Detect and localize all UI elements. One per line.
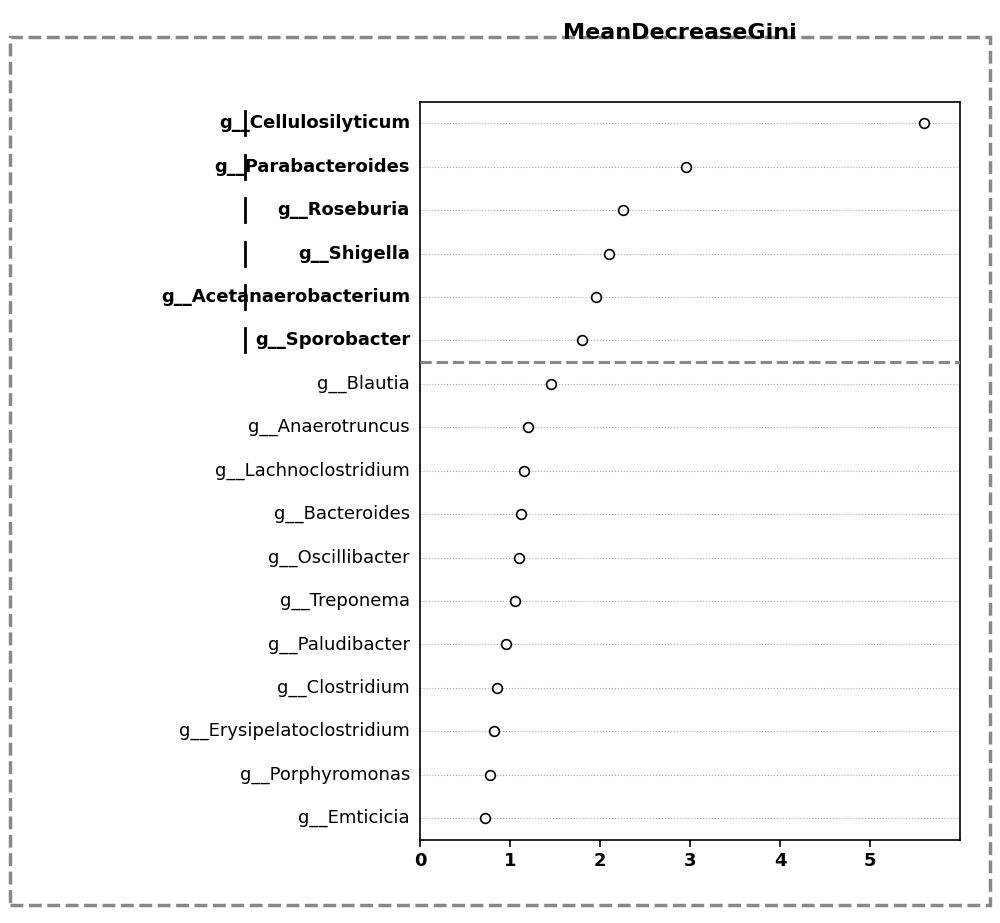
Text: g__Acetanaerobacterium: g__Acetanaerobacterium [161,288,410,306]
Text: g__Anaerotruncus: g__Anaerotruncus [248,418,410,437]
Text: g__Shigella: g__Shigella [298,245,410,262]
Text: g__Clostridium: g__Clostridium [277,678,410,697]
Text: g__Erysipelatoclostridium: g__Erysipelatoclostridium [179,722,410,740]
Text: g__Oscillibacter: g__Oscillibacter [268,548,410,567]
Text: g__Bacteroides: g__Bacteroides [274,505,410,523]
Text: g__Cellulosilyticum: g__Cellulosilyticum [219,114,410,132]
Text: g__Roseburia: g__Roseburia [278,201,410,219]
Text: g__Blautia: g__Blautia [317,375,410,393]
Text: g__Parabacteroides: g__Parabacteroides [214,158,410,175]
Text: g__Paludibacter: g__Paludibacter [268,635,410,653]
Text: g__Lachnoclostridium: g__Lachnoclostridium [215,462,410,480]
Text: g__Emticicia: g__Emticicia [298,809,410,827]
Text: g__Sporobacter: g__Sporobacter [255,331,410,350]
Text: MeanDecreaseGini: MeanDecreaseGini [563,23,797,43]
Text: g__Treponema: g__Treponema [280,592,410,610]
Text: g__Porphyromonas: g__Porphyromonas [240,766,410,784]
